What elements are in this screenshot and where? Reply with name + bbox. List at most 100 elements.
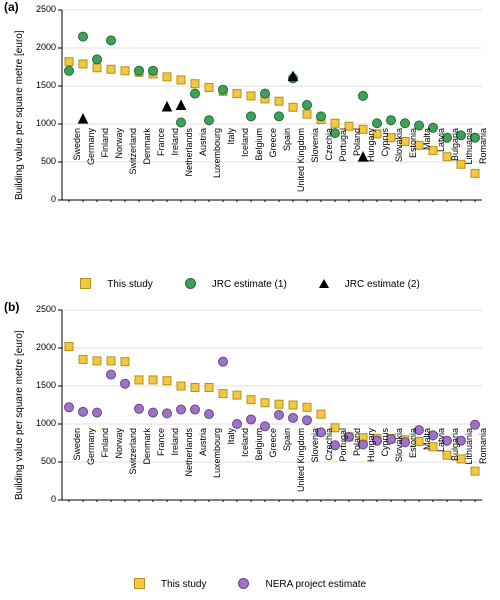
x-tick-label: Finland <box>100 128 110 208</box>
x-tick-label: Cyprus <box>380 428 390 508</box>
data-point <box>261 399 269 407</box>
x-tick-label: Malta <box>422 128 432 208</box>
x-tick-label: Spain <box>282 428 292 508</box>
x-tick-label: Portugal <box>338 128 348 208</box>
data-point <box>107 357 115 365</box>
x-tick-label: Slovakia <box>394 128 404 208</box>
data-point <box>317 112 326 121</box>
data-point <box>247 92 255 100</box>
x-tick-label: Malta <box>422 428 432 508</box>
x-tick-label: Italy <box>226 428 236 508</box>
x-tick-label: Latvia <box>436 128 446 208</box>
data-point <box>191 384 199 392</box>
x-tick-label: Lithuania <box>464 428 474 508</box>
x-tick-label: Iceland <box>240 128 250 208</box>
x-tick-label: Ireland <box>170 428 180 508</box>
square-icon <box>134 578 145 589</box>
x-tick-label: Switzerland <box>128 428 138 508</box>
data-point <box>247 396 255 404</box>
data-point <box>247 112 256 121</box>
legend-label: JRC estimate (1) <box>212 279 287 290</box>
x-tick-label: Norway <box>114 128 124 208</box>
panel-b: (b) Building value per square metre [euro… <box>0 300 500 575</box>
data-point <box>275 112 284 121</box>
data-point <box>121 67 129 75</box>
data-point <box>135 66 144 75</box>
data-point <box>107 65 115 73</box>
data-point <box>163 73 171 81</box>
legend-item: JRC estimate (1) <box>177 279 295 290</box>
data-point <box>177 382 185 390</box>
x-tick-label: Germany <box>86 128 96 208</box>
data-point <box>275 400 283 408</box>
x-tick-label: Sweden <box>72 428 82 508</box>
legend-a: This study JRC estimate (1) JRC estimate (… <box>0 275 500 300</box>
data-point <box>317 410 325 418</box>
data-point <box>275 411 284 420</box>
y-axis-label: Building value per square metre [euro] <box>14 30 25 200</box>
data-point <box>163 377 171 385</box>
x-tick-label: Slovenia <box>310 428 320 508</box>
circle-icon <box>185 278 196 289</box>
data-point <box>303 101 312 110</box>
data-point <box>289 414 298 423</box>
data-point <box>191 80 199 88</box>
legend-item: JRC estimate (2) <box>311 279 428 290</box>
legend-item: NERA project estimate <box>230 579 374 590</box>
y-tick-label: 2500 <box>28 304 56 314</box>
data-point <box>65 403 74 412</box>
data-point <box>191 405 200 414</box>
x-tick-label: Czechia <box>324 128 334 208</box>
x-tick-label: Greece <box>268 428 278 508</box>
data-point <box>107 370 116 379</box>
x-tick-label: Romania <box>478 128 488 208</box>
x-tick-label: Poland <box>352 428 362 508</box>
data-point <box>79 114 88 123</box>
x-tick-label: Hungary <box>366 428 376 508</box>
x-tick-label: Belgium <box>254 128 264 208</box>
x-tick-label: Czechia <box>324 428 334 508</box>
x-tick-label: France <box>156 128 166 208</box>
data-point <box>149 376 157 384</box>
data-point <box>303 110 311 118</box>
legend-item: This study <box>72 279 161 290</box>
triangle-icon <box>319 279 329 288</box>
y-tick-label: 0 <box>28 194 56 204</box>
x-tick-label: Denmark <box>142 128 152 208</box>
x-tick-label: Greece <box>268 128 278 208</box>
data-point <box>205 116 214 125</box>
x-tick-label: France <box>156 428 166 508</box>
x-tick-label: Lithuania <box>464 128 474 208</box>
data-point <box>219 357 228 366</box>
legend-b: This studyNERA project estimate <box>0 575 500 600</box>
data-point <box>93 55 102 64</box>
x-tick-label: United Kingdom <box>296 128 306 208</box>
x-tick-label: Belgium <box>254 428 264 508</box>
figure: { "common": { "categories": ["Sweden","G… <box>0 0 500 600</box>
data-point <box>107 36 116 45</box>
data-point <box>205 410 214 419</box>
data-point <box>65 58 73 66</box>
x-tick-label: United Kingdom <box>296 428 306 508</box>
y-tick-label: 1000 <box>28 118 56 128</box>
y-axis-label: Building value per square metre [euro] <box>14 331 25 501</box>
x-tick-label: Austria <box>198 428 208 508</box>
data-point <box>233 90 241 98</box>
data-point <box>177 405 186 414</box>
data-point <box>149 66 158 75</box>
data-point <box>303 416 312 425</box>
data-point <box>233 391 241 399</box>
x-tick-label: Netherlands <box>184 428 194 508</box>
data-point <box>373 119 382 128</box>
panel-label: (b) <box>4 300 19 314</box>
data-point <box>289 103 297 111</box>
x-tick-label: Poland <box>352 128 362 208</box>
data-point <box>163 409 172 418</box>
y-tick-label: 2000 <box>28 42 56 52</box>
x-tick-label: Bulgaria <box>450 428 460 508</box>
data-point <box>247 415 256 424</box>
data-point <box>79 32 88 41</box>
x-tick-label: Luxembourg <box>212 428 222 508</box>
data-point <box>387 116 396 125</box>
x-tick-label: Latvia <box>436 428 446 508</box>
